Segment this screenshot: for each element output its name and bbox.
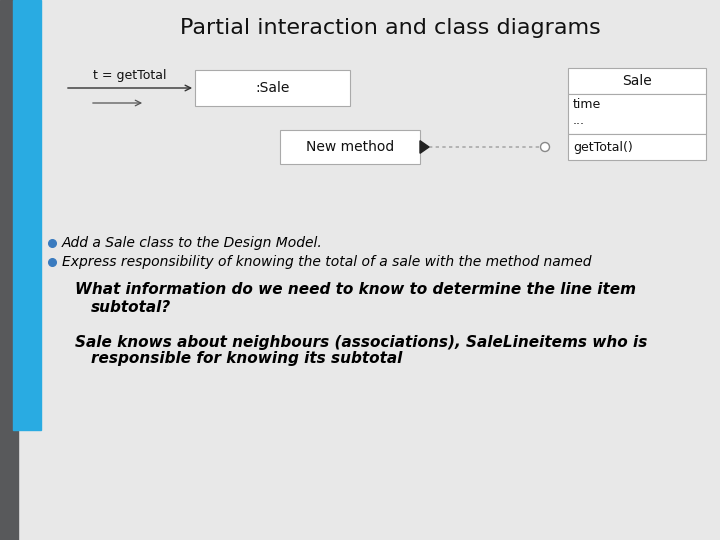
Text: :Sale: :Sale — [256, 81, 289, 95]
Bar — [568, 68, 706, 94]
Bar — [568, 134, 706, 160]
Text: subtotal?: subtotal? — [91, 300, 171, 314]
Text: New method: New method — [306, 140, 394, 154]
Bar — [195, 70, 350, 106]
Circle shape — [541, 143, 549, 152]
Text: What information do we need to know to determine the line item: What information do we need to know to d… — [75, 282, 636, 298]
Text: time: time — [573, 98, 601, 111]
Text: Express responsibility of knowing the total of a sale with the method named: Express responsibility of knowing the to… — [62, 255, 596, 269]
Text: Sale knows about neighbours (associations), SaleLineitems who is: Sale knows about neighbours (association… — [75, 334, 647, 349]
Bar — [13, 0, 41, 430]
Bar — [568, 94, 706, 134]
Text: t = getTotal: t = getTotal — [94, 69, 167, 82]
Text: Partial interaction and class diagrams: Partial interaction and class diagrams — [179, 18, 600, 38]
Text: ...: ... — [573, 113, 585, 126]
Bar — [0, 0, 18, 540]
Text: getTotal(): getTotal() — [573, 140, 633, 153]
Text: Sale: Sale — [622, 74, 652, 88]
Text: responsible for knowing its subtotal: responsible for knowing its subtotal — [91, 352, 402, 367]
Text: Add a Sale class to the Design Model.: Add a Sale class to the Design Model. — [62, 236, 323, 250]
Bar — [280, 130, 420, 164]
Polygon shape — [420, 141, 429, 153]
